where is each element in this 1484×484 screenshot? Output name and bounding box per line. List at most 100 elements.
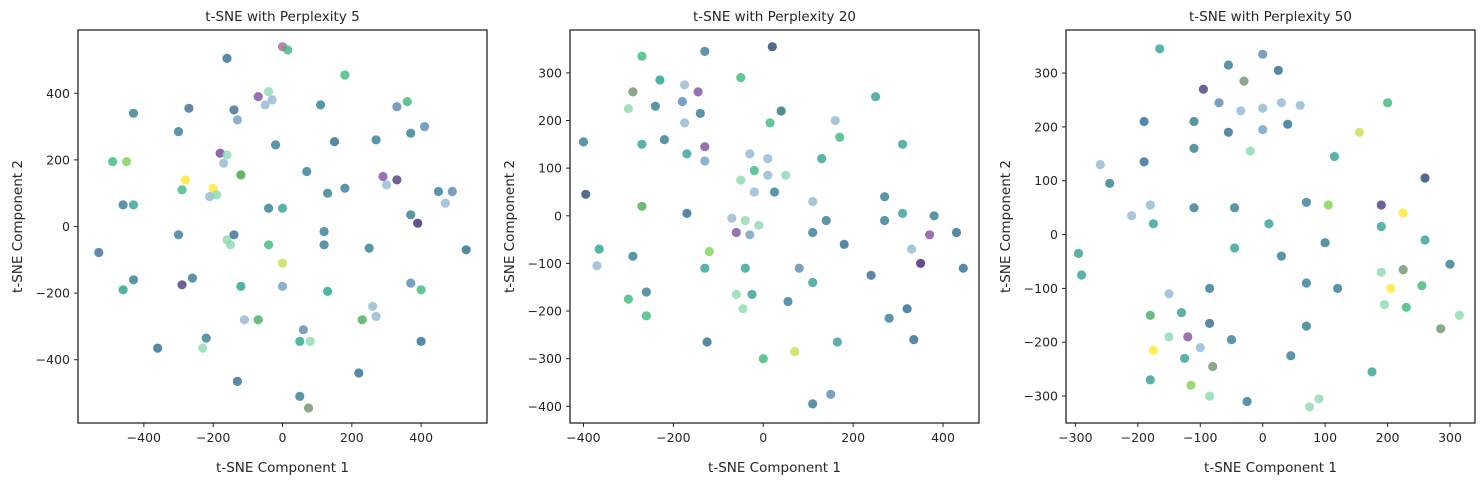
y-tick-label: −400 xyxy=(528,399,562,414)
data-point xyxy=(1127,211,1137,221)
data-point xyxy=(1333,283,1343,293)
x-tick-label: 100 xyxy=(1313,430,1337,445)
data-point xyxy=(1195,343,1205,353)
data-point xyxy=(381,180,392,190)
data-point xyxy=(1354,127,1365,137)
data-point xyxy=(1258,103,1268,113)
x-axis-label: t-SNE Component 1 xyxy=(216,460,349,476)
y-tick-label: −300 xyxy=(1024,389,1058,404)
data-point xyxy=(222,53,232,63)
data-point xyxy=(267,95,277,105)
data-point xyxy=(222,150,232,160)
data-point xyxy=(884,313,894,323)
data-point xyxy=(1205,283,1215,293)
data-point xyxy=(758,354,768,364)
data-point xyxy=(832,337,843,347)
data-point xyxy=(402,97,412,107)
data-point xyxy=(319,226,329,237)
data-point xyxy=(1095,160,1105,170)
data-point xyxy=(212,190,222,200)
data-point xyxy=(749,165,759,176)
x-tick-label: −400 xyxy=(566,430,600,445)
data-point xyxy=(1214,98,1224,108)
subplot-2: t-SNE with Perplexity 20 t-SNE Component… xyxy=(502,9,980,476)
data-point xyxy=(700,156,710,166)
data-point xyxy=(1164,332,1174,342)
data-point xyxy=(763,170,773,180)
data-point xyxy=(354,368,364,378)
data-point xyxy=(205,191,215,202)
y-tick-label: 300 xyxy=(1034,66,1058,81)
data-point xyxy=(727,213,737,223)
data-point xyxy=(578,137,589,147)
data-point xyxy=(433,186,444,197)
data-point xyxy=(808,399,818,409)
x-tick-label: −400 xyxy=(127,430,161,445)
data-point xyxy=(1180,353,1190,363)
y-tick-label: 100 xyxy=(538,161,562,176)
data-point xyxy=(1398,265,1408,275)
data-point xyxy=(406,278,416,288)
x-tick-label: 400 xyxy=(409,430,433,445)
data-point xyxy=(319,240,329,250)
data-point xyxy=(763,154,773,164)
y-tick-label: −200 xyxy=(1024,335,1058,350)
data-point xyxy=(1198,84,1208,94)
data-point xyxy=(830,115,840,126)
y-tick-label: 100 xyxy=(1034,173,1058,188)
data-point xyxy=(298,325,308,335)
data-point xyxy=(128,108,139,118)
data-point xyxy=(677,96,688,107)
data-point xyxy=(1264,219,1274,229)
data-point xyxy=(909,335,919,345)
y-axis-label: t-SNE Component 2 xyxy=(10,160,26,293)
data-point xyxy=(1367,367,1377,377)
data-point xyxy=(1223,127,1233,137)
data-point xyxy=(118,285,128,295)
data-point xyxy=(173,230,184,240)
data-point xyxy=(118,200,128,210)
data-point xyxy=(637,51,647,61)
data-point xyxy=(781,170,791,180)
data-point xyxy=(1242,396,1252,407)
data-point xyxy=(794,263,804,273)
data-point xyxy=(1164,289,1174,299)
data-point xyxy=(180,175,190,185)
data-point xyxy=(177,280,187,290)
data-point xyxy=(1176,308,1187,318)
data-point xyxy=(303,403,314,413)
x-tick-label: 0 xyxy=(279,430,287,445)
data-point xyxy=(659,135,670,145)
data-point xyxy=(357,315,367,325)
x-tick-label: −200 xyxy=(196,430,230,445)
data-point xyxy=(236,281,246,291)
data-point xyxy=(790,346,800,357)
data-point xyxy=(253,315,263,325)
data-point xyxy=(1155,44,1165,54)
data-point xyxy=(153,343,163,353)
data-point xyxy=(925,230,935,240)
data-point xyxy=(880,192,890,202)
data-point xyxy=(1226,335,1237,345)
data-point xyxy=(1376,200,1386,210)
data-point xyxy=(754,220,764,230)
data-point xyxy=(177,185,187,195)
data-point xyxy=(264,240,274,250)
x-tick-label: 400 xyxy=(931,430,955,445)
data-point xyxy=(871,92,881,102)
y-tick-label: −200 xyxy=(36,286,70,301)
data-point xyxy=(628,87,638,97)
data-point xyxy=(1223,60,1233,70)
data-point xyxy=(1230,243,1240,253)
subplot-title: t-SNE with Perplexity 5 xyxy=(205,9,359,25)
data-point xyxy=(951,227,962,238)
data-point xyxy=(736,175,746,185)
data-point xyxy=(700,263,710,273)
data-point xyxy=(821,215,831,226)
data-point xyxy=(637,201,647,211)
data-point xyxy=(340,70,350,80)
data-point xyxy=(392,175,402,185)
plot-frame xyxy=(77,29,488,424)
data-point xyxy=(745,149,755,159)
